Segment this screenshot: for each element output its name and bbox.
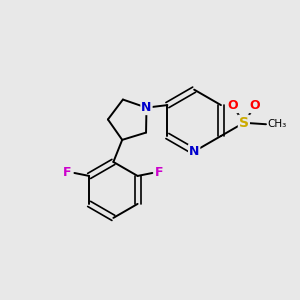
Text: F: F [155,167,164,179]
Text: O: O [250,99,260,112]
Text: CH₃: CH₃ [267,119,287,129]
Text: F: F [63,167,71,179]
Text: N: N [189,145,200,158]
Text: S: S [239,116,249,130]
Text: O: O [227,99,238,112]
Text: N: N [141,101,152,114]
